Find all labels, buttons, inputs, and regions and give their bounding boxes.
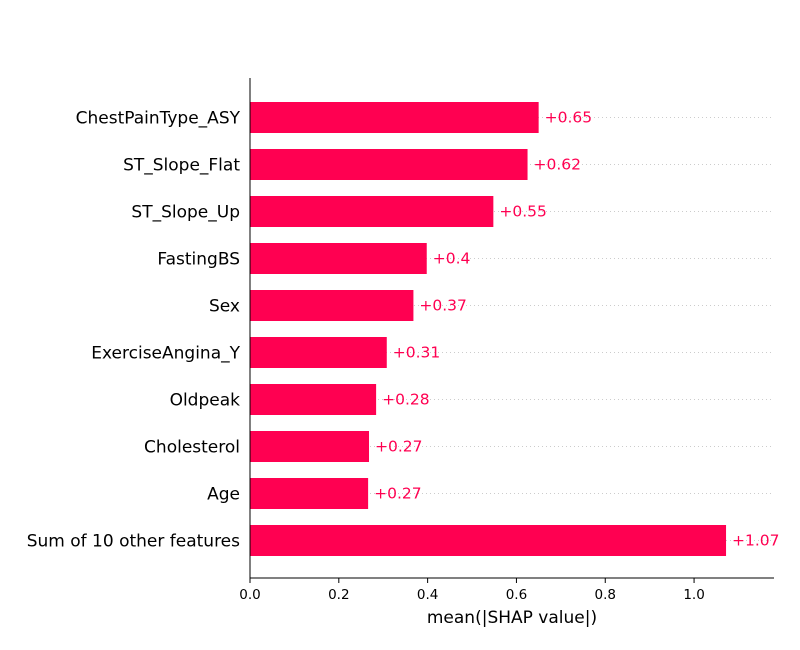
x-tick-label-3: 0.6 [506,587,527,603]
feature-label-5: ExerciseAngina_Y [91,344,240,364]
value-label-5: +0.31 [393,344,441,362]
value-label-7: +0.27 [375,438,423,456]
feature-label-7: Cholesterol [144,438,240,458]
bar-1 [250,149,528,180]
feature-label-3: FastingBS [157,250,240,270]
value-label-9: +1.07 [732,532,780,550]
value-label-6: +0.28 [382,391,430,409]
bar-7 [250,431,370,462]
feature-labels: ChestPainType_ASY ST_Slope_Flat ST_Slope_U… [27,109,241,552]
feature-label-1: ST_Slope_Flat [123,156,240,176]
value-label-4: +0.37 [419,297,467,315]
value-label-3: +0.4 [433,250,471,268]
x-tick-label-2: 0.4 [417,587,438,603]
bar-2 [250,196,494,227]
feature-label-9: Sum of 10 other features [27,532,240,552]
value-labels: +0.65 +0.62 +0.55 +0.4 +0.37 +0.31 +0.28 +0.27 +… [374,109,779,550]
x-ticks: 0.0 0.2 0.4 0.6 0.8 1.0 [239,578,705,603]
feature-label-0: ChestPainType_ASY [76,109,241,129]
x-tick-label-5: 1.0 [683,587,704,603]
value-label-1: +0.62 [534,156,582,174]
feature-label-4: Sex [209,297,240,317]
bar-5 [250,337,387,368]
bars [250,102,727,556]
bar-9 [250,525,727,556]
value-label-2: +0.55 [499,203,546,221]
x-axis-title: mean(|SHAP value|) [427,608,597,628]
guide-lines [250,117,774,541]
bar-6 [250,384,377,415]
bar-3 [250,243,427,274]
x-tick-label-4: 0.8 [595,587,616,603]
feature-label-2: ST_Slope_Up [131,203,240,223]
value-label-8: +0.27 [374,485,422,503]
bar-4 [250,290,414,321]
x-tick-label-0: 0.0 [239,587,260,603]
x-tick-label-1: 0.2 [328,587,349,603]
bar-8 [250,478,369,509]
bar-0 [250,102,539,133]
feature-label-6: Oldpeak [170,391,241,411]
axes [249,78,774,579]
value-label-0: +0.65 [545,109,593,127]
feature-label-8: Age [207,485,240,505]
